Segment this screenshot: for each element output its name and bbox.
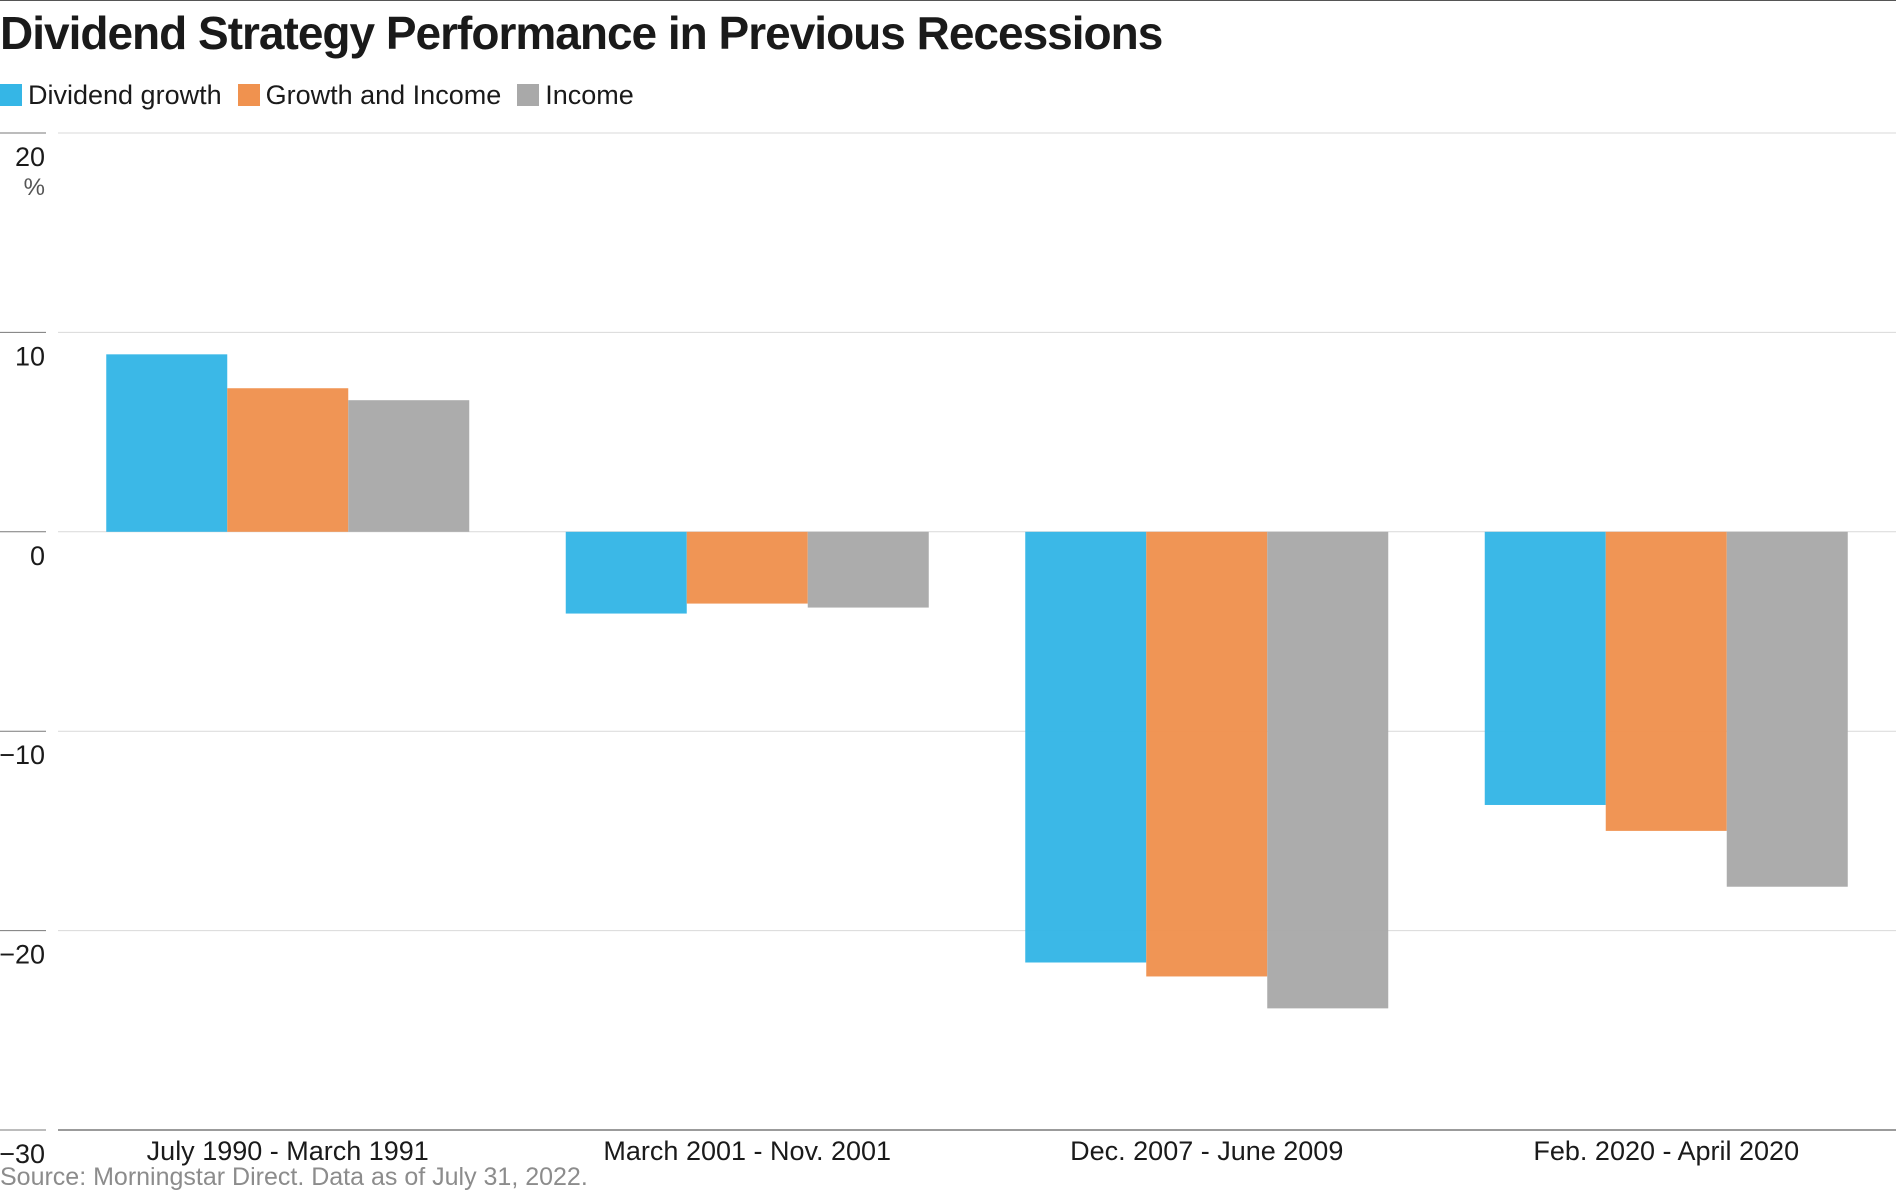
- y-tick-label: −30: [0, 1139, 45, 1169]
- legend-item: Growth and Income: [237, 79, 502, 111]
- source-note: Source: Morningstar Direct. Data as of J…: [0, 1163, 588, 1191]
- legend-label: Income: [545, 79, 634, 110]
- bar-dividend-growth: [106, 354, 228, 532]
- x-category-label: Dec. 2007 - June 2009: [1070, 1136, 1343, 1166]
- y-tick-label: −20: [0, 940, 45, 970]
- legend-swatch: [517, 84, 540, 106]
- top-rule: [0, 0, 1896, 1]
- y-unit-label: %: [24, 174, 45, 201]
- bar-dividend-growth: [1484, 531, 1606, 805]
- y-tick-label: 20: [15, 142, 45, 172]
- x-category-label: Feb. 2020 - April 2020: [1533, 1136, 1799, 1166]
- bar-growth-and-income: [227, 388, 349, 532]
- bar-income: [1726, 531, 1848, 887]
- legend-item: Dividend growth: [0, 80, 222, 111]
- x-category-label: March 2001 - Nov. 2001: [603, 1136, 891, 1166]
- legend-item: Income: [517, 80, 634, 111]
- bar-income: [1267, 531, 1389, 1009]
- legend-label: Dividend growth: [28, 79, 222, 110]
- legend-label: Growth and Income: [265, 79, 502, 110]
- bar-dividend-growth: [1025, 531, 1147, 963]
- legend-swatch: [0, 84, 22, 106]
- chart-title: Dividend Strategy Performance in Previou…: [0, 7, 1163, 59]
- bar-income: [807, 531, 929, 608]
- y-tick-label: −10: [0, 740, 45, 770]
- bar-growth-and-income: [1605, 531, 1727, 831]
- y-tick-label: 10: [15, 341, 45, 371]
- y-tick-label: 0: [30, 541, 45, 571]
- bar-growth-and-income: [1146, 531, 1268, 977]
- legend: Dividend growth Growth and Income Income: [0, 78, 650, 112]
- bar-growth-and-income: [686, 531, 808, 604]
- legend-swatch: [237, 84, 260, 106]
- bar-dividend-growth: [565, 531, 687, 614]
- bar-income: [348, 400, 470, 532]
- x-category-label: July 1990 - March 1991: [147, 1136, 429, 1166]
